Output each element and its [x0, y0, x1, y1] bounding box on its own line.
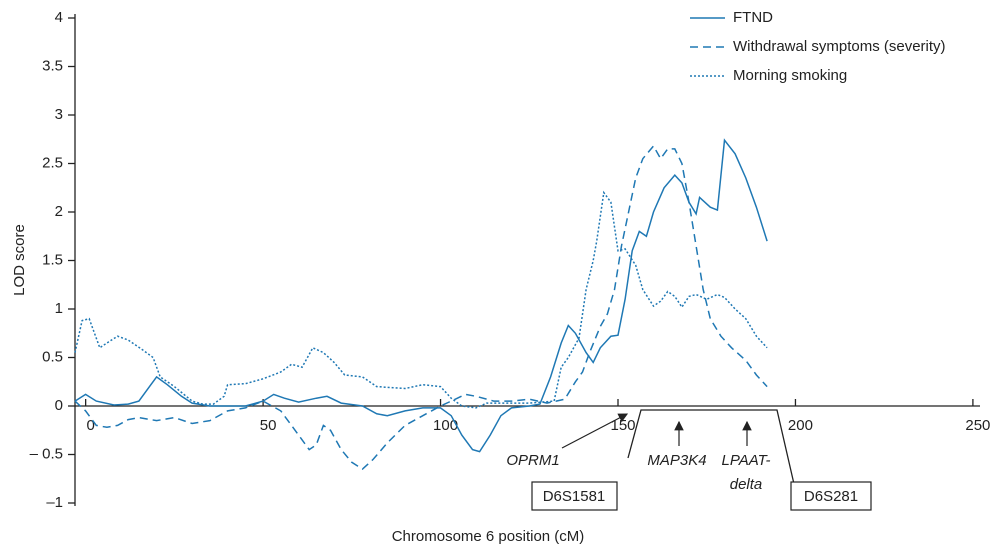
legend-label: Withdrawal symptoms (severity): [733, 38, 946, 55]
gene-label: OPRM1: [506, 452, 559, 469]
marker-box: [790, 481, 872, 511]
arrow: [561, 413, 629, 449]
series-line: [74, 144, 768, 471]
x-axis-label: Chromosome 6 position (cM): [392, 528, 585, 545]
y-tick-label: 0.5: [42, 348, 63, 365]
y-tick-label: 1.5: [42, 251, 63, 268]
x-tick-label: 50: [260, 417, 277, 434]
marker-box: [531, 481, 618, 511]
gene-label: LPAAT-: [722, 452, 771, 469]
x-tick-label: 250: [965, 417, 990, 434]
series-line: [74, 138, 768, 453]
bracket: [627, 409, 795, 485]
y-tick-label: – 0.5: [30, 445, 63, 462]
legend-label: FTND: [733, 9, 773, 26]
y-tick-label: –1: [46, 494, 63, 511]
y-tick-label: 2: [55, 203, 63, 220]
y-tick-label: 3.5: [42, 57, 63, 74]
legend-label: Morning smoking: [733, 67, 847, 84]
y-tick-label: 0: [55, 397, 63, 414]
y-tick-label: 1: [55, 300, 63, 317]
y-tick-label: 2.5: [42, 154, 63, 171]
gene-label: delta: [730, 476, 763, 493]
x-tick-label: 0: [86, 417, 94, 434]
gene-label: MAP3K4: [647, 452, 706, 469]
marker-label: D6S281: [804, 488, 858, 505]
x-tick-label: 200: [788, 417, 813, 434]
x-tick-label: 100: [433, 417, 458, 434]
y-axis-label: LOD score: [11, 224, 28, 296]
marker-label: D6S1581: [543, 488, 606, 505]
x-tick-label: 150: [610, 417, 635, 434]
y-tick-label: 3: [55, 106, 63, 123]
series-line: [74, 190, 768, 409]
y-tick-label: 4: [55, 9, 63, 26]
